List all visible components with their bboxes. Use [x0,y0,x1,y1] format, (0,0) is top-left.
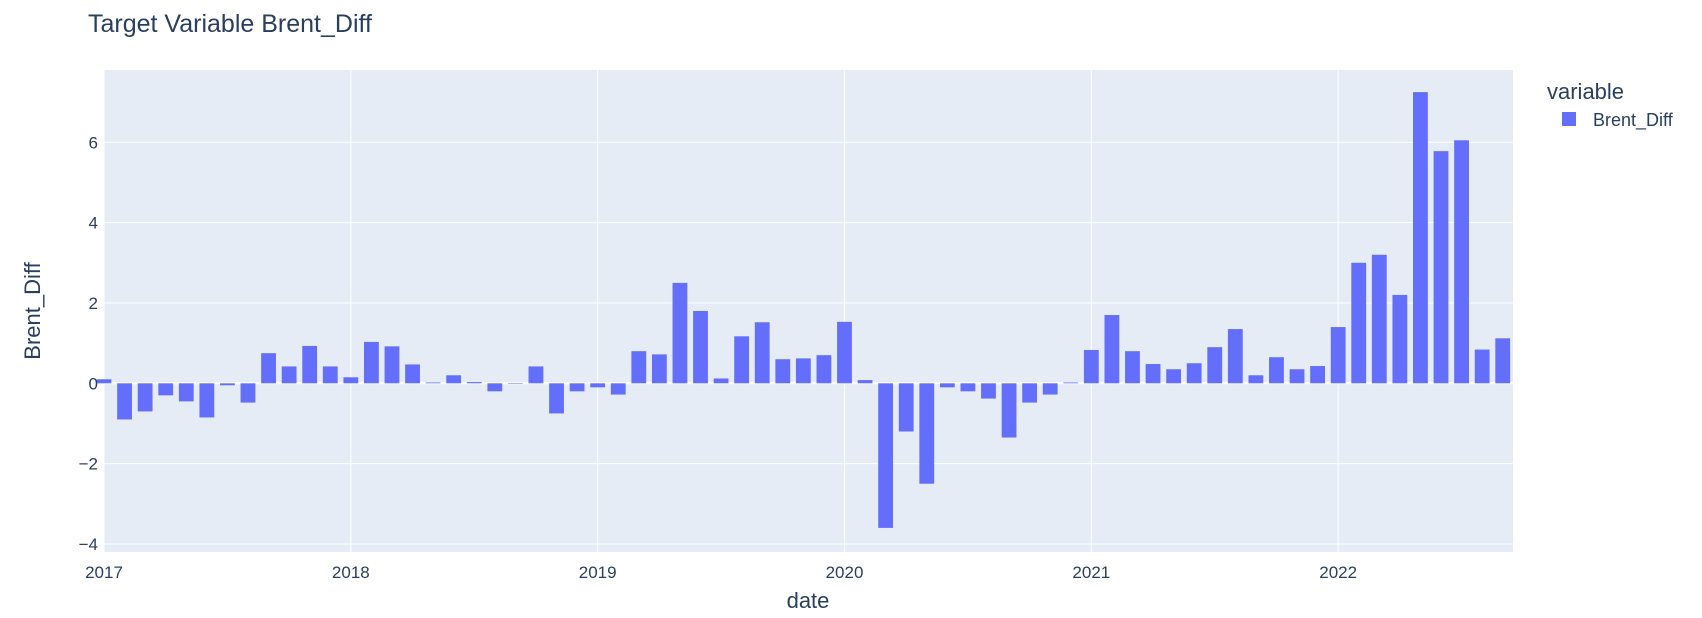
bar-2020-04[interactable] [898,383,914,432]
bar-2021-01[interactable] [1083,349,1099,384]
bar-2017-04[interactable] [158,383,174,396]
bar-2018-10[interactable] [528,366,544,384]
bar-2017-03[interactable] [137,383,153,412]
bar-2019-02[interactable] [610,383,626,395]
bar-2020-07[interactable] [960,383,976,392]
bar-2017-01[interactable] [96,379,112,384]
legend: variable Brent_Diff [1547,79,1674,131]
x-tick-label: 2022 [1319,563,1357,582]
bar-2020-10[interactable] [1022,383,1038,403]
bar-2019-01[interactable] [590,383,606,388]
bar-2019-09[interactable] [754,322,770,384]
y-tick-label: −4 [79,535,98,554]
bar-2019-03[interactable] [631,351,647,384]
bar-2020-06[interactable] [939,383,955,388]
bar-2022-05[interactable] [1413,92,1428,384]
y-tick-label: 4 [89,214,98,233]
bar-2019-12[interactable] [816,355,832,384]
bar-2017-09[interactable] [261,353,276,384]
bar-2021-04[interactable] [1145,364,1161,384]
bar-2020-11[interactable] [1042,383,1058,395]
bar-2017-05[interactable] [178,383,194,402]
bar-2022-07[interactable] [1454,140,1469,384]
plot-area [104,70,1513,552]
bar-2018-12[interactable] [569,383,585,392]
bar-2022-08[interactable] [1474,349,1490,384]
x-tick-label: 2019 [579,563,617,582]
bar-2020-02[interactable] [857,380,873,384]
bar-2018-09[interactable] [507,383,523,384]
bar-2019-08[interactable] [734,336,750,384]
y-tick-label: −2 [79,455,98,474]
bar-2018-06[interactable] [446,375,462,384]
bar-2020-01[interactable] [837,321,852,384]
chart-title: Target Variable Brent_Diff [88,10,372,38]
bar-2018-01[interactable] [343,377,359,384]
bar-2019-04[interactable] [651,354,667,384]
bar-2018-08[interactable] [487,383,503,392]
bar-2021-08[interactable] [1227,329,1243,384]
y-tick-label: 0 [89,374,98,393]
bar-2021-02[interactable] [1104,315,1120,384]
bar-2020-12[interactable] [1063,382,1079,384]
bar-2022-02[interactable] [1351,262,1367,384]
bar-2020-03[interactable] [878,383,894,528]
bar-2017-12[interactable] [322,366,338,384]
bar-2017-02[interactable] [117,383,132,420]
bar-2019-11[interactable] [795,358,811,384]
legend-title: variable [1547,79,1624,104]
bar-2022-06[interactable] [1433,151,1449,384]
bar-2018-11[interactable] [549,383,564,414]
bar-series[interactable] [96,92,1511,528]
legend-label: Brent_Diff [1593,110,1674,131]
x-tick-label: 2018 [332,563,370,582]
bar-2017-10[interactable] [281,366,297,384]
y-tick-label: 6 [89,133,98,152]
x-tick-label: 2021 [1072,563,1110,582]
bar-2017-08[interactable] [240,383,256,403]
bar-2019-10[interactable] [775,359,791,384]
bar-2021-07[interactable] [1207,347,1223,384]
bar-2021-03[interactable] [1125,351,1140,384]
bar-2018-04[interactable] [405,364,420,384]
bar-2017-06[interactable] [199,383,215,418]
legend-swatch [1562,112,1576,126]
bar-2019-07[interactable] [713,378,729,384]
bar-2021-06[interactable] [1186,363,1202,384]
bar-2020-09[interactable] [1001,383,1017,438]
x-axis: 2017 2018 2019 2020 2021 2022 [85,563,1357,582]
bar-2021-09[interactable] [1248,375,1264,384]
x-tick-label: 2020 [826,563,864,582]
bar-2019-05[interactable] [672,282,688,384]
bar-2018-03[interactable] [384,346,400,384]
bar-2017-07[interactable] [220,383,235,386]
bar-2018-07[interactable] [466,382,482,384]
bar-2020-08[interactable] [981,383,996,399]
y-tick-label: 2 [89,294,98,313]
bar-2021-05[interactable] [1166,369,1182,384]
bar-2021-12[interactable] [1310,366,1325,384]
bar-2022-04[interactable] [1392,294,1408,384]
bar-2019-06[interactable] [693,311,708,384]
bar-2022-09[interactable] [1495,338,1511,384]
bar-2018-02[interactable] [364,341,379,384]
y-axis: −4 −2 0 2 4 6 [79,133,98,554]
bar-2018-05[interactable] [425,382,441,384]
y-axis-title: Brent_Diff [20,261,45,359]
bar-2022-03[interactable] [1371,254,1387,384]
x-axis-title: date [787,588,830,613]
x-tick-label: 2017 [85,563,123,582]
bar-2021-10[interactable] [1269,357,1284,384]
bar-2020-05[interactable] [919,383,935,484]
bar-2017-11[interactable] [302,345,318,384]
legend-item[interactable]: Brent_Diff [1562,110,1674,131]
bar-2022-01[interactable] [1330,327,1346,384]
bar-2021-11[interactable] [1289,369,1305,384]
